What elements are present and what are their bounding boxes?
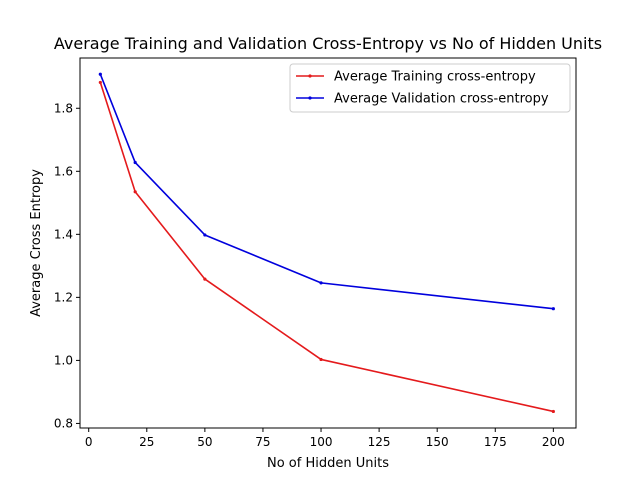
x-tick-label: 0 [85,435,93,449]
series-2-point [319,281,323,285]
series-2-point [203,233,207,237]
series-1-point [98,80,102,85]
legend: Average Training cross-entropy Average Va… [289,63,571,113]
x-tick-label: 50 [197,435,212,449]
y-tick-label: 1.6 [54,164,73,178]
x-tick-label: 100 [310,435,333,449]
legend-label-2: Average Validation cross-entropy [334,92,549,107]
legend-label-1: Average Training cross-entropy [334,70,536,85]
y-tick-label: 1.4 [54,227,73,241]
x-tick-label: 75 [255,435,270,449]
series-1-point [551,409,555,414]
y-tick-label: 1.8 [54,101,73,115]
legend-marker-1 [308,74,312,78]
x-tick-label: 25 [139,435,154,449]
series-1-point [203,277,207,281]
plot-area [98,72,555,414]
x-tick-label: 200 [542,435,565,449]
y-tick-label: 0.8 [54,416,73,430]
series-1-point [133,190,137,194]
axes-frame [79,57,577,429]
series-2-point [98,72,102,76]
series-2-point [551,307,555,311]
chart-title: Average Training and Validation Cross-En… [54,34,602,53]
x-axis-label: No of Hidden Units [267,456,389,471]
x-tick-label: 125 [368,435,391,449]
y-axis-label: Average Cross Entropy [29,169,44,317]
series-2-point [133,160,137,165]
legend-marker-2 [308,96,312,100]
axes: 0 25 50 75 100 125 150 175 200 0.8 1.0 1.2 1.4 1.6 1.8 [54,57,577,449]
legend-box [289,63,571,113]
y-tick-label: 1.2 [54,290,73,304]
series-1-point [319,357,323,362]
x-tick-label: 150 [426,435,449,449]
y-tick-label: 1.0 [54,353,73,367]
x-tick-label: 175 [484,435,507,449]
